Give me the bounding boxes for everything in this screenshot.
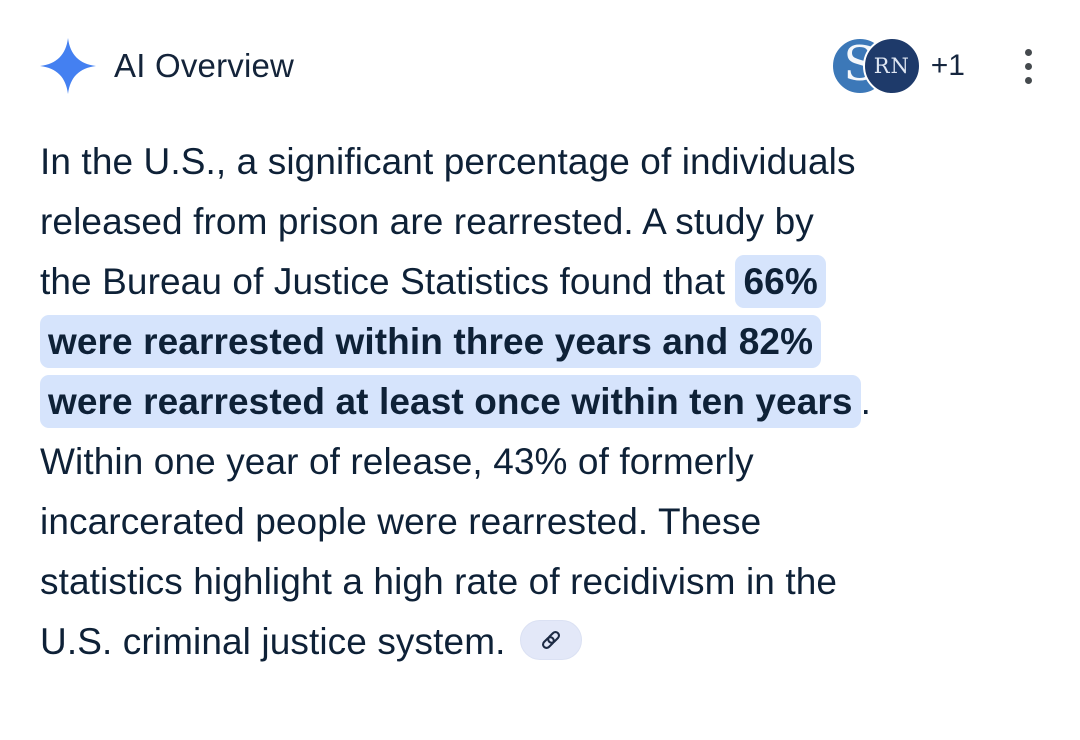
- source-avatars[interactable]: S RN +1: [830, 37, 965, 95]
- answer-line: incarcerated people were rearrested. The…: [40, 492, 1040, 552]
- answer-line: the Bureau of Justice Statistics found t…: [40, 252, 1040, 312]
- kebab-dot: [1025, 76, 1032, 84]
- text-segment: the Bureau of Justice Statistics found t…: [40, 261, 736, 302]
- text-segment: U.S. criminal justice system.: [40, 621, 506, 662]
- ai-sparkle-icon: [40, 36, 96, 96]
- link-icon: [541, 631, 560, 650]
- text-segment: .: [860, 381, 871, 422]
- answer-line: Within one year of release, 43% of forme…: [40, 432, 1040, 492]
- text-segment: In the U.S., a significant percentage of…: [40, 141, 856, 182]
- answer-line: released from prison are rearrested. A s…: [40, 192, 1040, 252]
- kebab-dot: [1025, 62, 1032, 70]
- text-segment: incarcerated people were rearrested. The…: [40, 501, 762, 542]
- header-left: AI Overview: [40, 36, 294, 96]
- answer-line: statistics highlight a high rate of reci…: [40, 552, 1040, 612]
- highlighted-text[interactable]: were rearrested at least once within ten…: [40, 375, 861, 428]
- highlighted-text[interactable]: 66%: [735, 255, 826, 308]
- answer-line: were rearrested at least once within ten…: [40, 372, 1040, 432]
- header-right: S RN +1: [830, 37, 1040, 95]
- highlighted-text[interactable]: were rearrested within three years and 8…: [40, 315, 822, 368]
- answer-line: U.S. criminal justice system.: [40, 612, 1040, 672]
- answer-line: were rearrested within three years and 8…: [40, 312, 1040, 372]
- text-segment: statistics highlight a high rate of reci…: [40, 561, 838, 602]
- source-avatar-2[interactable]: RN: [862, 37, 921, 95]
- source-link-chip[interactable]: [519, 620, 582, 661]
- more-sources-count: +1: [930, 49, 965, 82]
- answer-paragraph: In the U.S., a significant percentage of…: [0, 132, 1080, 672]
- kebab-dot: [1025, 48, 1032, 56]
- page-title: AI Overview: [114, 47, 295, 84]
- more-options-button[interactable]: [1017, 43, 1040, 90]
- header: AI Overview S RN +1: [0, 0, 1080, 98]
- text-segment: released from prison are rearrested. A s…: [40, 201, 814, 242]
- text-segment: Within one year of release, 43% of forme…: [40, 441, 754, 482]
- avatar-letter: RN: [873, 53, 910, 78]
- answer-line: In the U.S., a significant percentage of…: [40, 132, 1040, 192]
